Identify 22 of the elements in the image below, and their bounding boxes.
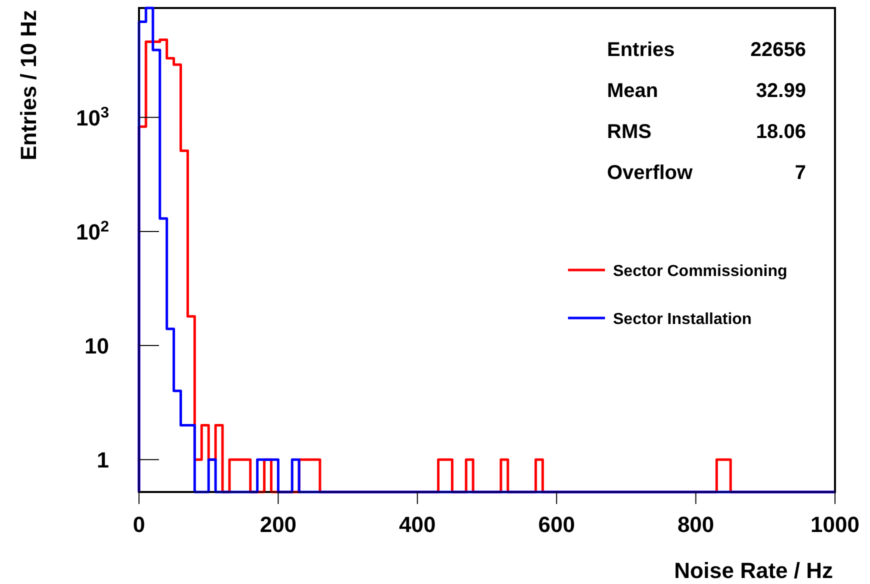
x-tick-label: 800 [677, 512, 714, 537]
y-axis-title: Entries / 10 Hz [16, 10, 41, 160]
x-tick-label: 1000 [810, 512, 860, 537]
annotation: 22656 [750, 39, 806, 61]
annotation: 18.06 [756, 121, 806, 143]
x-tick-label: 200 [260, 512, 297, 537]
x-tick-label: 400 [399, 512, 436, 537]
x-tick-label: 0 [132, 512, 146, 537]
x-tick-label: 600 [538, 512, 575, 537]
y-tick-label: 1 [96, 448, 109, 473]
annotation: Overflow [607, 162, 694, 184]
x-axis-title: Noise Rate / Hz [674, 558, 833, 583]
annotation: Entries [607, 39, 675, 61]
legend-label: Sector Installation [613, 311, 752, 328]
annotation: 7 [794, 162, 806, 184]
y-tick-label: 10$^{2}$ [76, 218, 109, 244]
annotation: Mean [607, 80, 658, 102]
y-tick-label: 10 [84, 334, 109, 359]
legend-label: Sector Commissioning [613, 263, 788, 280]
annotation: RMS [607, 121, 652, 143]
annotation: 32.99 [756, 80, 806, 102]
y-tick-label: 10$^{3}$ [76, 104, 109, 130]
